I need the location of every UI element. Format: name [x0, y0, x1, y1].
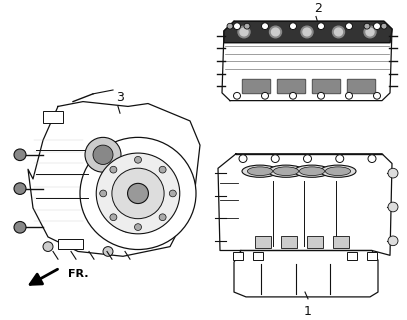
Circle shape	[169, 190, 176, 197]
Circle shape	[388, 236, 398, 246]
Ellipse shape	[320, 165, 356, 177]
Circle shape	[244, 23, 250, 29]
Polygon shape	[234, 251, 378, 297]
Bar	[347, 79, 375, 93]
Text: 1: 1	[304, 305, 312, 318]
Circle shape	[374, 23, 381, 29]
Text: 2: 2	[314, 2, 322, 15]
Circle shape	[240, 28, 248, 36]
Bar	[242, 79, 270, 93]
Circle shape	[110, 214, 117, 220]
Bar	[43, 111, 63, 123]
Circle shape	[364, 26, 376, 38]
Circle shape	[262, 92, 269, 99]
Circle shape	[303, 28, 311, 36]
Circle shape	[85, 137, 121, 172]
Circle shape	[381, 23, 387, 29]
Circle shape	[336, 155, 344, 163]
Circle shape	[388, 202, 398, 212]
Circle shape	[80, 137, 196, 250]
Circle shape	[134, 156, 142, 163]
Bar	[243, 80, 269, 92]
Bar	[312, 79, 340, 93]
Circle shape	[262, 23, 269, 29]
Bar	[58, 239, 83, 249]
Circle shape	[14, 183, 26, 195]
Circle shape	[346, 92, 352, 99]
Circle shape	[271, 155, 279, 163]
Circle shape	[159, 214, 166, 220]
Circle shape	[134, 224, 142, 230]
Circle shape	[159, 166, 166, 173]
Circle shape	[118, 213, 138, 232]
Circle shape	[112, 168, 164, 219]
Circle shape	[103, 247, 113, 256]
Circle shape	[127, 183, 149, 204]
Ellipse shape	[274, 167, 299, 176]
Text: 3: 3	[116, 91, 124, 104]
Ellipse shape	[247, 167, 273, 176]
Polygon shape	[222, 21, 392, 100]
Ellipse shape	[300, 167, 325, 176]
Circle shape	[289, 23, 297, 29]
Circle shape	[14, 221, 26, 233]
Bar	[348, 80, 374, 92]
Circle shape	[388, 168, 398, 178]
Circle shape	[368, 155, 376, 163]
Bar	[307, 236, 323, 248]
Circle shape	[346, 23, 352, 29]
Text: FR.: FR.	[68, 269, 88, 279]
Bar	[313, 80, 339, 92]
Circle shape	[234, 23, 241, 29]
Circle shape	[317, 92, 324, 99]
Ellipse shape	[268, 165, 304, 177]
Bar	[277, 79, 305, 93]
Circle shape	[366, 28, 374, 36]
Circle shape	[364, 23, 370, 29]
Circle shape	[14, 149, 26, 161]
Circle shape	[100, 190, 107, 197]
Circle shape	[271, 28, 280, 36]
Bar	[278, 80, 304, 92]
Circle shape	[289, 92, 297, 99]
Circle shape	[93, 145, 113, 164]
Circle shape	[269, 26, 282, 38]
Ellipse shape	[294, 165, 330, 177]
Circle shape	[96, 153, 180, 234]
Circle shape	[43, 242, 53, 252]
Circle shape	[333, 26, 344, 38]
Circle shape	[234, 92, 241, 99]
Bar	[333, 236, 349, 248]
Bar	[367, 252, 377, 260]
Polygon shape	[218, 154, 392, 255]
Bar	[255, 236, 271, 248]
Circle shape	[317, 23, 324, 29]
Circle shape	[304, 155, 311, 163]
Bar	[253, 252, 263, 260]
Circle shape	[110, 166, 117, 173]
Bar	[233, 252, 243, 260]
Circle shape	[239, 155, 247, 163]
Bar	[281, 236, 297, 248]
Circle shape	[227, 23, 233, 29]
Circle shape	[238, 26, 250, 38]
Circle shape	[301, 26, 313, 38]
Circle shape	[335, 28, 343, 36]
Bar	[347, 252, 357, 260]
Circle shape	[374, 92, 381, 99]
Polygon shape	[28, 101, 200, 256]
Ellipse shape	[242, 165, 278, 177]
Ellipse shape	[326, 167, 350, 176]
Polygon shape	[224, 21, 392, 43]
